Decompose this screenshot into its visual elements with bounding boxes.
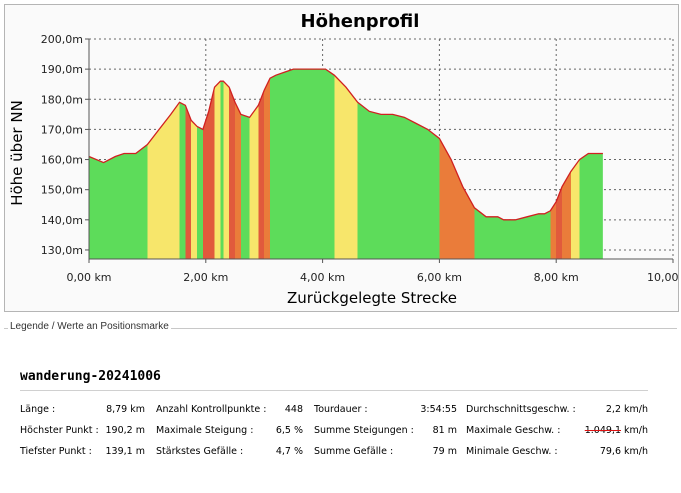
x-axis-title: Zurückgelegte Strecke <box>287 289 457 307</box>
legend-caption: Legende / Werte an Positionsmarke <box>8 321 171 332</box>
stat-value: 79,6 km/h <box>599 446 648 457</box>
y-tick-label: 190,0m <box>41 63 83 76</box>
stat-label: Tiefster Punkt : <box>20 446 92 457</box>
stat-label: Durchschnittsgeschw. : <box>466 404 576 415</box>
y-tick-label: 150,0m <box>41 184 83 197</box>
track-name: wanderung-20241006 <box>20 369 161 384</box>
y-tick-label: 160,0m <box>41 154 83 167</box>
stat-value: 3:54:55 <box>420 404 457 415</box>
elevation-profile-line <box>88 68 603 221</box>
x-tick-label: 8,00 km <box>534 271 579 284</box>
y-tick-label: 170,0m <box>41 123 83 136</box>
x-axis-ticks: 0,00 km 2,00 km 4,00 km 6,00 km 8,00 km 10,00… <box>66 259 678 284</box>
x-tick-label: 6,00 km <box>417 271 462 284</box>
x-tick-label: 0,00 km <box>66 271 111 284</box>
stat-value: 1.049,1 km/h <box>584 425 648 436</box>
stat-label: Anzahl Kontrollpunkte : <box>156 404 267 415</box>
x-tick-label: 4,00 km <box>300 271 345 284</box>
chart-title: Höhenprofil <box>301 11 420 32</box>
stat-value: 8,79 km <box>106 404 145 415</box>
y-axis-ticks: 130,0m 140,0m 150,0m 160,0m 170,0m 180,0m 190,… <box>41 33 89 257</box>
stat-value: 2,2 km/h <box>605 404 648 415</box>
stat-label: Höchster Punkt : <box>20 425 99 436</box>
stat-label: Maximale Geschw. : <box>466 425 561 436</box>
legend-separator <box>4 328 677 329</box>
elevation-chart: Höhenprofil 0,00 km 2,00 km 4,00 km 6,00 km… <box>8 11 678 307</box>
stat-label: Tourdauer : <box>314 404 368 415</box>
stat-value: 6,5 % <box>275 425 303 436</box>
stat-label: Stärkstes Gefälle : <box>156 446 244 457</box>
stat-label: Minimale Geschw. : <box>466 446 558 457</box>
stat-value: 139,1 m <box>105 446 145 457</box>
stat-value: 190,2 m <box>105 425 145 436</box>
stat-value: 81 m <box>432 425 457 436</box>
stat-value: 448 <box>284 404 303 415</box>
stat-value: 79 m <box>432 446 457 457</box>
track-divider <box>20 390 648 391</box>
stat-label: Summe Steigungen : <box>314 425 414 436</box>
stat-label: Summe Gefälle : <box>314 446 394 457</box>
y-tick-label: 200,0m <box>41 33 83 46</box>
x-tick-label: 2,00 km <box>183 271 228 284</box>
stat-value: 4,7 % <box>275 446 303 457</box>
stat-label: Maximale Steigung : <box>156 425 254 436</box>
y-axis-title: Höhe über NN <box>8 100 26 206</box>
elevation-area <box>89 69 603 259</box>
y-tick-label: 140,0m <box>41 214 83 227</box>
elevation-chart-panel: Höhenprofil 0,00 km 2,00 km 4,00 km 6,00 km… <box>4 4 679 312</box>
x-tick-label: 10,00 km <box>647 271 678 284</box>
stat-label: Länge : <box>20 404 56 415</box>
y-tick-label: 130,0m <box>41 244 83 257</box>
y-tick-label: 180,0m <box>41 93 83 106</box>
